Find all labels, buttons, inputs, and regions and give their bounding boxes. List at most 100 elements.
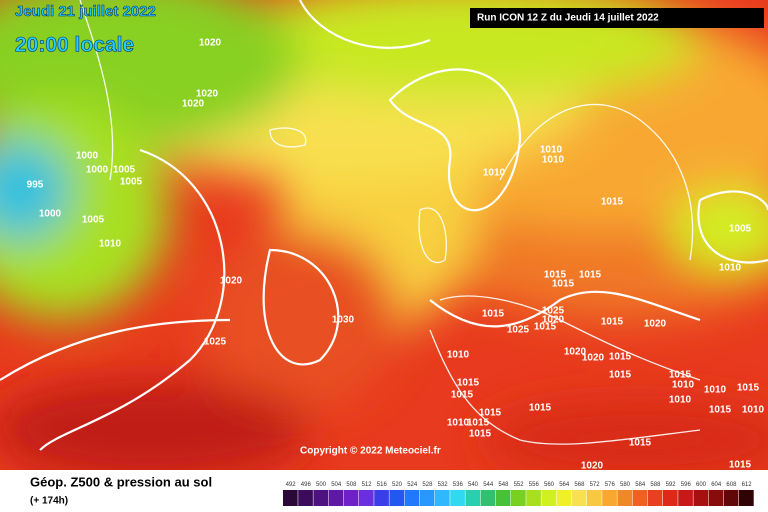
legend-title: Géop. Z500 & pression au sol [30, 474, 212, 489]
scale-label: 600 [696, 482, 707, 488]
isobar-label: 1010 [540, 145, 563, 156]
scale-label: 492 [286, 482, 297, 488]
scale-swatch [723, 490, 739, 506]
scale-swatch [556, 490, 572, 506]
scale-label: 588 [650, 482, 661, 488]
isobar-label: 1025 [507, 325, 530, 336]
isobar-label: 1015 [669, 370, 692, 381]
scale-swatch [571, 490, 587, 506]
scale-swatch [343, 490, 359, 506]
scale-swatch [374, 490, 389, 506]
isobar-label: 1015 [601, 317, 624, 328]
scale-swatch [328, 490, 344, 506]
isobar-label: 1005 [729, 224, 752, 235]
scale-swatch [526, 490, 541, 506]
isobar-label: 1020 [581, 461, 604, 472]
isobar-label: 1010 [672, 380, 695, 391]
isobar-label: 1005 [120, 177, 143, 188]
isobar-label: 1015 [552, 279, 575, 290]
scale-swatch [602, 490, 617, 506]
scale-swatch [739, 490, 754, 506]
scale-swatch [495, 490, 511, 506]
scale-swatch [359, 490, 374, 506]
isobar-label: 1020 [564, 347, 587, 358]
isobar-label: 1005 [82, 215, 105, 226]
isobar-label: 1000 [86, 165, 109, 176]
valid-date: Jeudi 21 juillet 2022 [15, 3, 156, 20]
isobar-label: 1010 [483, 168, 506, 179]
isobar-label: 1015 [737, 383, 760, 394]
isobar-label: 1010 [719, 263, 742, 274]
scale-swatch [404, 490, 420, 506]
scale-label: 504 [331, 482, 342, 488]
isobar-label: 1015 [479, 408, 502, 419]
isobar-label: 1015 [544, 270, 567, 281]
scale-label: 536 [453, 482, 464, 488]
isobar-label: 1015 [709, 405, 732, 416]
scale-swatch [647, 490, 663, 506]
scale-swatch [663, 490, 678, 506]
scale-swatch [511, 490, 526, 506]
scale-label: 508 [346, 482, 357, 488]
scale-swatch [678, 490, 693, 506]
scale-label: 516 [377, 482, 388, 488]
isobar-label: 1010 [669, 395, 692, 406]
isobar-label: 1020 [542, 315, 565, 326]
scale-label: 520 [392, 482, 403, 488]
isobar-label: 1010 [447, 418, 470, 429]
scale-label: 612 [742, 482, 753, 488]
scale-label: 576 [605, 482, 616, 488]
scale-swatch [693, 490, 709, 506]
isobar-label: 1020 [644, 319, 667, 330]
isobar-label: 1015 [629, 438, 652, 449]
isobar-label: 1015 [469, 429, 492, 440]
scale-swatch [450, 490, 465, 506]
copyright: Copyright © 2022 Meteociel.fr [300, 446, 441, 457]
map-field [0, 0, 768, 470]
scale-label: 596 [681, 482, 692, 488]
isobar-label: 1010 [742, 405, 765, 416]
scale-label: 568 [574, 482, 585, 488]
isobar-label: 1020 [220, 276, 243, 287]
isobar-label: 1010 [99, 239, 122, 250]
isobar-label: 1000 [39, 209, 62, 220]
run-box [470, 8, 764, 28]
isobar-label: 995 [27, 180, 44, 191]
scale-swatch [480, 490, 496, 506]
scale-swatch [389, 490, 405, 506]
valid-time: 20:00 locale [15, 34, 134, 57]
isobar-label: 1015 [729, 460, 752, 471]
scale-label: 608 [726, 482, 737, 488]
scale-swatch [632, 490, 648, 506]
color-scale: 492 496 500 504 508 512 516 520 524 528 532 536 540 5… [283, 482, 754, 506]
scale-swatch [587, 490, 602, 506]
scale-label: 572 [590, 482, 601, 488]
isobar-label: 1020 [582, 353, 605, 364]
isobar-label: 1015 [467, 418, 490, 429]
scale-swatch [419, 490, 435, 506]
isobar-label: 1010 [447, 350, 470, 361]
run-info: Run ICON 12 Z du Jeudi 14 juillet 2022 [477, 13, 659, 24]
scale-label: 548 [498, 482, 509, 488]
isobar-label: 1020 [196, 89, 219, 100]
scale-label: 604 [711, 482, 722, 488]
scale-swatch [435, 490, 450, 506]
isobar-label: 1015 [579, 270, 602, 281]
isobar-label: 1015 [457, 378, 480, 389]
legend-subtitle: (+ 174h) [30, 496, 68, 507]
scale-label: 512 [362, 482, 373, 488]
isobar-label: 1025 [542, 306, 565, 317]
scale-swatch [313, 490, 329, 506]
scale-label: 532 [438, 482, 449, 488]
isobar-label: 1015 [482, 309, 505, 320]
scale-label: 592 [666, 482, 677, 488]
scale-label: 540 [468, 482, 479, 488]
scale-label: 496 [301, 482, 312, 488]
scale-label: 584 [635, 482, 646, 488]
isobar-label: 1010 [542, 155, 565, 166]
scale-label: 500 [316, 482, 327, 488]
scale-label: 564 [559, 482, 570, 488]
scale-swatch [617, 490, 633, 506]
isobar-label: 1015 [534, 322, 557, 333]
